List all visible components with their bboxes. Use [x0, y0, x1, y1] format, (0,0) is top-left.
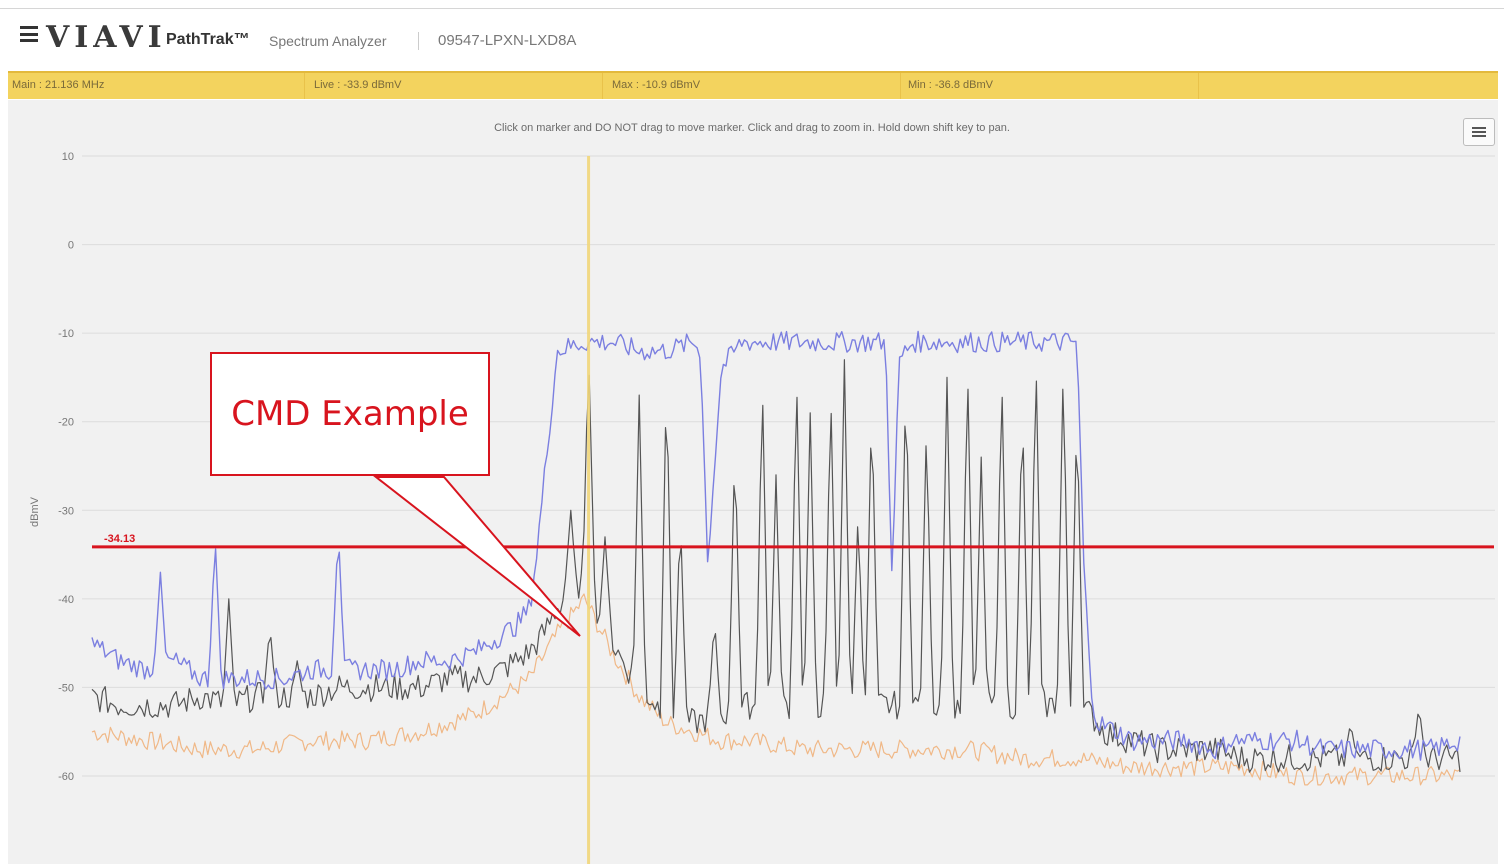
min-trace-line: [91, 593, 1461, 786]
top-divider: [0, 8, 1504, 9]
y-tick-label: -10: [58, 328, 74, 340]
status-min: Min : -36.8 dBmV: [908, 79, 993, 91]
live-trace-line: [91, 359, 1461, 773]
header-separator: [418, 32, 419, 50]
hamburger-menu-icon[interactable]: [20, 26, 38, 42]
callout-text: CMD Example: [231, 394, 469, 434]
marker-status-bar: Main : 21.136 MHz Live : -33.9 dBmV Max …: [8, 71, 1498, 99]
status-live: Live : -33.9 dBmV: [314, 79, 402, 91]
y-tick-label: -20: [58, 417, 74, 429]
app-header: VIAVI PathTrak™ Spectrum Analyzer 09547-…: [0, 14, 1504, 66]
product-name: PathTrak™: [166, 31, 250, 48]
y-tick-label: 0: [68, 240, 74, 252]
threshold-label: -34.13: [104, 533, 135, 545]
status-divider: [900, 73, 901, 99]
y-tick-label: -30: [58, 505, 74, 517]
y-tick-label: -60: [58, 771, 74, 783]
product-subtitle: Spectrum Analyzer: [269, 33, 387, 49]
chart-instructions: Click on marker and DO NOT drag to move …: [494, 122, 1010, 134]
chart-menu-button[interactable]: [1463, 118, 1495, 146]
y-axis-label: dBmV: [29, 496, 41, 527]
y-tick-label: -40: [58, 594, 74, 606]
viavi-logo: VIAVI: [46, 20, 167, 55]
max-trace-line: [91, 330, 1461, 761]
status-divider: [304, 73, 305, 99]
callout-box: CMD Example: [210, 352, 490, 476]
status-max: Max : -10.9 dBmV: [612, 79, 701, 91]
y-tick-label: -50: [58, 682, 74, 694]
device-id: 09547-LPXN-LXD8A: [438, 32, 577, 49]
status-divider: [1198, 73, 1199, 99]
y-tick-label: 10: [62, 151, 74, 163]
status-divider: [602, 73, 603, 99]
status-main: Main : 21.136 MHz: [12, 79, 105, 91]
callout-pointer: [373, 476, 581, 637]
